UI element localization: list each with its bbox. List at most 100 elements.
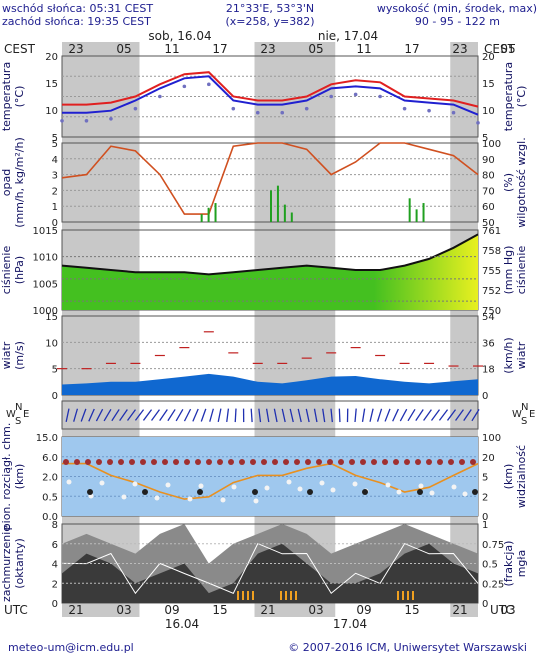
wind-arrow <box>80 408 87 422</box>
wind-arrow-shaft <box>446 409 457 421</box>
cloud-top-dot <box>349 459 355 465</box>
precip-left-tick-0: 5 <box>52 139 58 150</box>
contact-email[interactable]: meteo-um@icm.edu.pl <box>8 641 134 654</box>
dewpoint-dot <box>402 106 407 111</box>
wind-left-tick-1: 10 <box>45 338 58 349</box>
wdir-left-s: S <box>15 416 21 427</box>
dewpoint-dot <box>84 119 89 123</box>
dewpoint-dot <box>182 84 187 89</box>
precip-left-tick-5: 0 <box>52 218 58 229</box>
temp-label-l-0: temperatura <box>0 62 13 131</box>
wind-arrow-shaft <box>242 408 245 423</box>
wind-arrow <box>175 408 184 422</box>
press-label-l-0: ciśnienie <box>0 246 13 295</box>
wind-arrow-shaft <box>192 408 199 422</box>
cloudh-label-l-1: (km) <box>13 464 26 490</box>
wind-arrow <box>463 409 472 421</box>
wind-arrow <box>354 408 357 423</box>
cloud-top-dot <box>294 459 300 465</box>
fog-right-tick-3: 0.25 <box>482 579 504 590</box>
dewpoint-dot <box>329 94 333 99</box>
wind-arrow <box>192 408 199 422</box>
press-right-tick-1: 758 <box>482 246 501 257</box>
fog-right-tick-4: 0 <box>482 599 488 610</box>
wind-arrow <box>399 408 408 422</box>
wind-arrow <box>111 409 120 422</box>
humidity-line <box>61 142 479 215</box>
dewpoint-dot <box>427 108 431 113</box>
dewpoint-dot <box>231 106 236 111</box>
wind-arrow <box>376 408 383 422</box>
vis-label-r-0: (km) <box>502 464 515 490</box>
wind-arrow-shaft <box>65 408 70 422</box>
wind-arrow-shaft <box>392 408 399 422</box>
press-label-r-1: ciśnienie <box>515 246 528 295</box>
wind-arrow-shaft <box>423 409 432 421</box>
precip-bar-5 <box>283 204 286 222</box>
hour-top-4: 23 <box>260 42 275 56</box>
temp-right-tick-2: 10 <box>482 106 495 117</box>
wind-right-tick-2: 18 <box>482 365 495 376</box>
temp-left-tick-2: 10 <box>45 106 58 117</box>
grid-text: (x=258, y=382) <box>225 15 314 28</box>
press-right-tick-2: 755 <box>482 266 501 277</box>
fog-mark-1 <box>237 591 239 600</box>
press-right-tick-4: 750 <box>482 306 501 317</box>
wind-arrow <box>119 409 128 421</box>
fog-mark-1 <box>252 591 254 600</box>
cloud-top-dot <box>272 459 278 465</box>
wind-arrow <box>297 408 302 423</box>
night-head-1 <box>254 42 336 56</box>
night-band-2 <box>450 56 478 603</box>
cloud-dark-dot <box>472 489 478 495</box>
cloud-base-dot <box>418 483 424 489</box>
cloud-top-dot <box>206 459 212 465</box>
visibility-line <box>62 462 479 500</box>
wind-arrow-shaft <box>209 408 214 422</box>
wind-arrow-shaft <box>415 409 424 422</box>
tz-left: CEST <box>4 42 36 56</box>
wind-arrow <box>103 408 112 422</box>
coords-text: 21°33'E, 53°3'N <box>226 2 314 15</box>
wind-arrow <box>126 409 137 421</box>
wind-arrow <box>305 408 310 423</box>
utc-right: UTC <box>490 603 514 617</box>
sunrise-text: wschód słońca: 05:31 CEST <box>2 2 153 15</box>
press-left-tick-2: 1005 <box>33 279 58 290</box>
hour-bottom-7: 15 <box>404 603 419 617</box>
wind-arrow <box>217 408 222 422</box>
wind-arrow <box>415 409 424 422</box>
wind-arrow-shaft <box>159 409 168 421</box>
hour-bottom-8: 21 <box>452 603 467 617</box>
hour-top-8: 23 <box>452 42 467 56</box>
hour-top-5: 05 <box>308 42 323 56</box>
wind-arrow <box>330 408 333 423</box>
hour-top-1: 05 <box>116 42 131 56</box>
cloud-top-dot <box>437 459 443 465</box>
wind-arrow-shaft <box>297 408 302 423</box>
cloud-low-area <box>62 543 478 603</box>
night-head-2 <box>450 42 478 56</box>
wind-arrow-shaft <box>119 409 128 421</box>
wind-arrow <box>73 408 79 422</box>
wind-arrow <box>226 408 230 423</box>
panels: 2015105201510554321010090807060501015101… <box>33 52 505 610</box>
cloud-top-dot <box>305 459 311 465</box>
wind-arrow <box>322 408 326 423</box>
temp-label-l-1: (°C) <box>13 86 26 108</box>
wind-arrow-shaft <box>234 408 237 423</box>
precip-bar-9 <box>422 203 425 222</box>
cloud-top-dot <box>415 459 421 465</box>
wind-left-tick-3: 0 <box>52 391 58 402</box>
vis-label-r-1: widzialność <box>515 445 528 508</box>
cloud-top-dot <box>316 459 322 465</box>
wind-arrow-shaft <box>73 408 79 422</box>
wind-arrow-shaft <box>455 409 464 421</box>
temp-label-r-1: (°C) <box>515 86 528 108</box>
cloud-top-dot <box>327 459 333 465</box>
fog-right-tick-1: 0.75 <box>482 540 504 551</box>
hum-label-r-0: (%) <box>502 173 515 192</box>
altitude-values: 90 - 95 - 122 m <box>415 15 500 28</box>
wind-arrow-shaft <box>305 408 310 423</box>
wind-arrow <box>242 408 245 423</box>
